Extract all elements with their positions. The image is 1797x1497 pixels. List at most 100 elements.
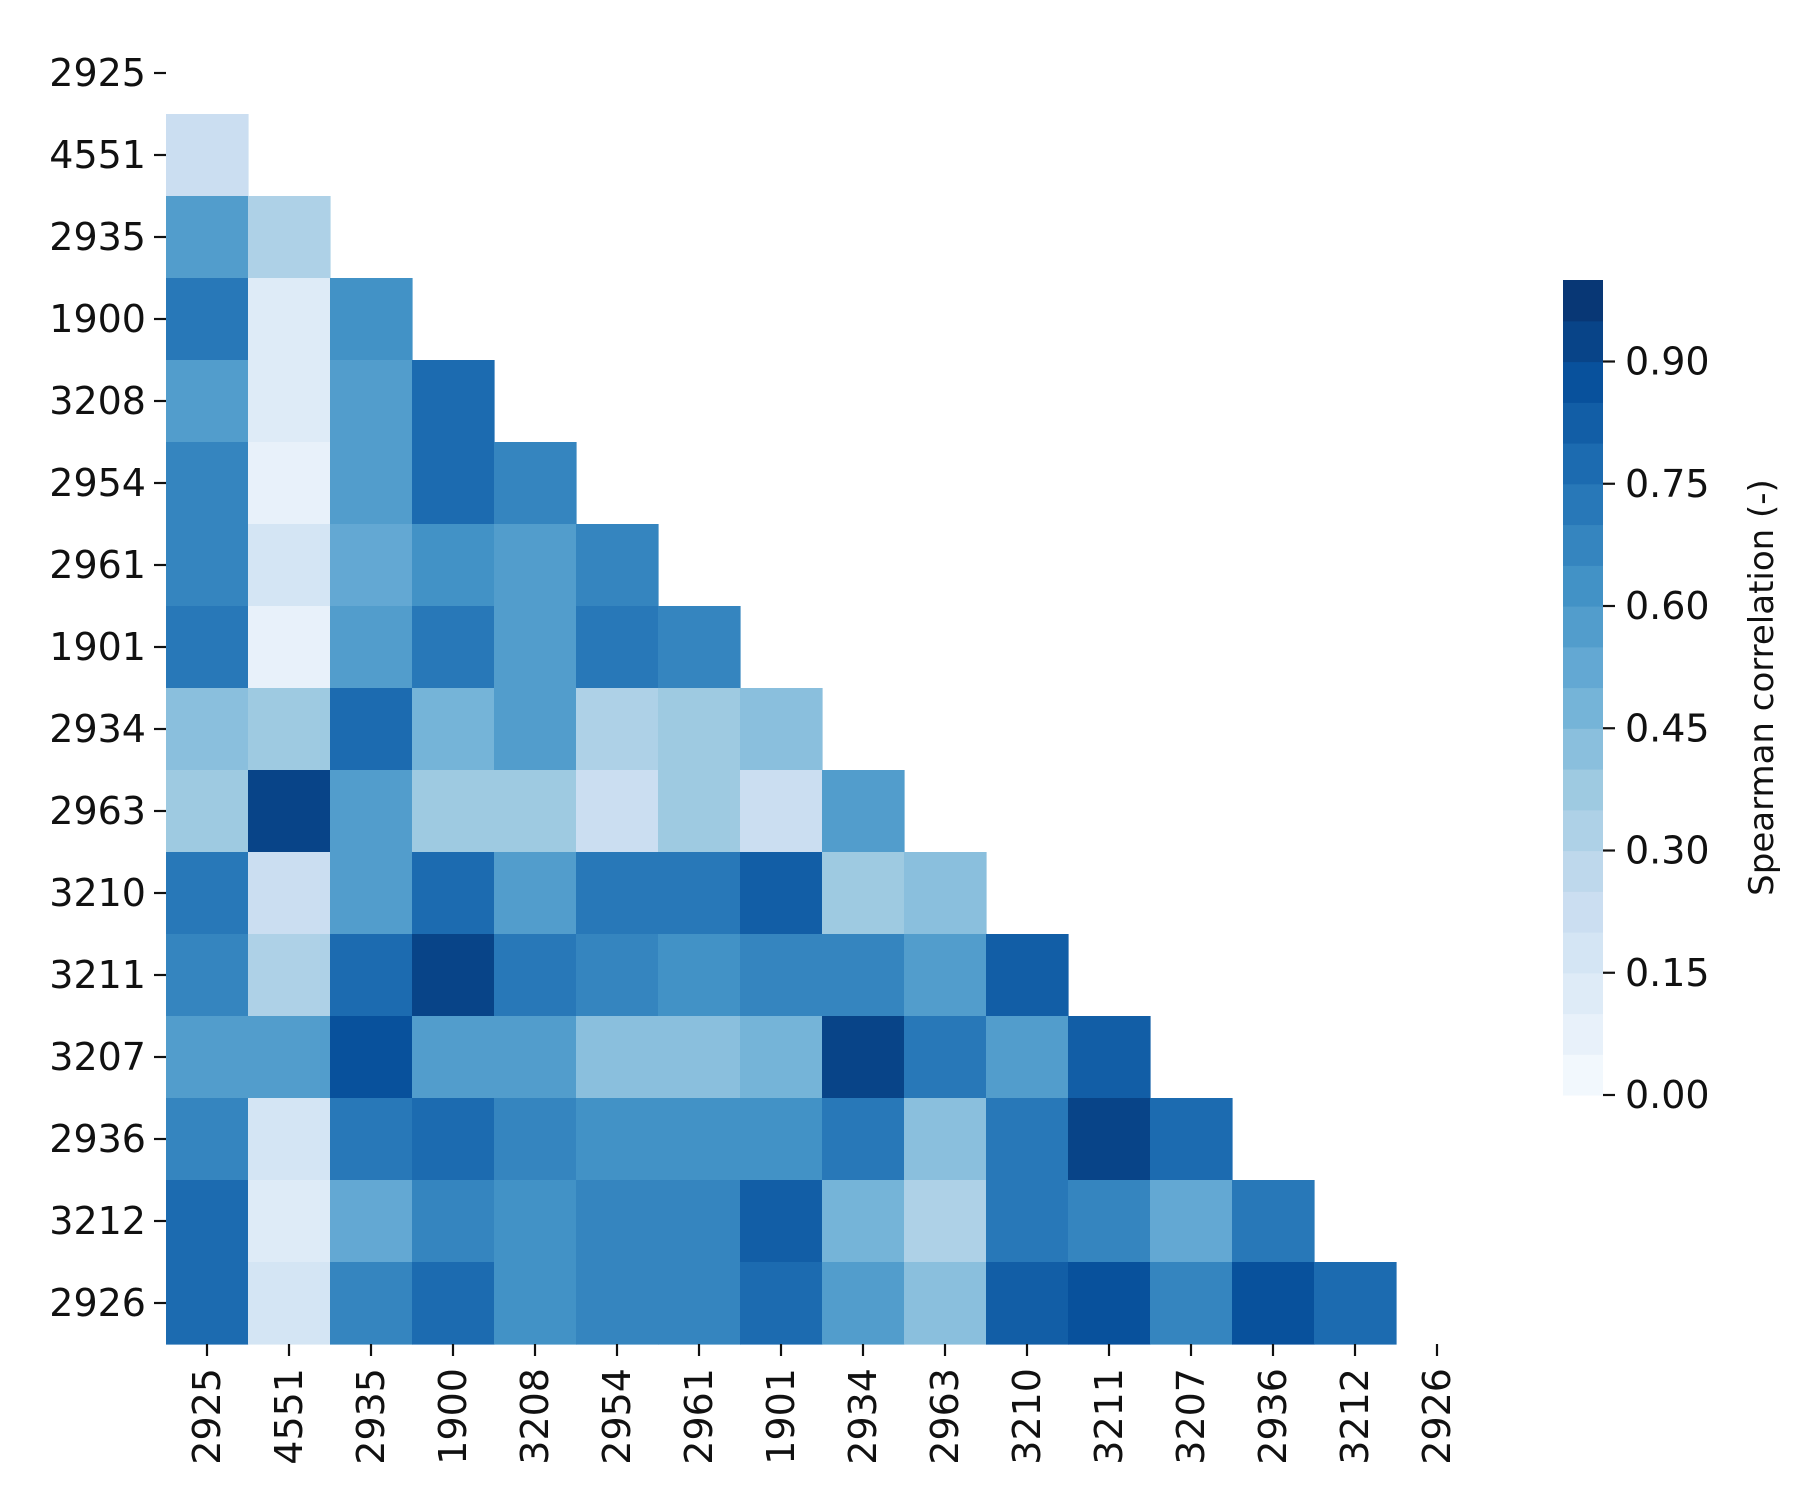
heatmap-cell	[576, 1016, 659, 1099]
y-tick-label: 2935	[49, 215, 146, 259]
colorbar-tick-label: 0.15	[1625, 951, 1710, 995]
heatmap-cell	[166, 1262, 249, 1345]
heatmap-cell	[740, 852, 823, 935]
colorbar-step	[1563, 646, 1603, 689]
heatmap-cell	[658, 606, 741, 689]
colorbar-tick-label: 0.60	[1625, 584, 1710, 628]
heatmap-cell	[412, 360, 495, 443]
heatmap-cell	[412, 606, 495, 689]
heatmap-cell	[658, 852, 741, 935]
heatmap-cell	[658, 688, 741, 771]
heatmap-cell	[576, 1098, 659, 1181]
heatmap-cell	[822, 1262, 905, 1345]
colorbar-step	[1563, 402, 1603, 444]
heatmap-cell	[330, 934, 413, 1017]
heatmap-cell	[412, 1180, 495, 1263]
y-tick-label: 2963	[49, 789, 146, 833]
heatmap-cell	[248, 1262, 331, 1345]
heatmap-cell	[986, 1016, 1069, 1099]
x-tick-label: 2961	[677, 1368, 721, 1465]
heatmap-cell	[658, 1016, 741, 1099]
heatmap-cell	[166, 688, 249, 771]
heatmap-cell	[904, 1262, 987, 1345]
heatmap-cell	[412, 1262, 495, 1345]
x-tick-label: 2963	[923, 1368, 967, 1465]
heatmap-cell	[330, 442, 413, 525]
colorbar-step	[1563, 687, 1603, 729]
heatmap-cell	[740, 1180, 823, 1263]
colorbar-tick-label: 0.45	[1625, 706, 1710, 750]
heatmap-cell	[330, 360, 413, 443]
x-tick-label: 3210	[1005, 1368, 1049, 1465]
heatmap-cell	[576, 1180, 659, 1263]
heatmap-cell	[248, 442, 331, 525]
x-tick-label: 4551	[267, 1368, 311, 1465]
x-tick-label: 2926	[1415, 1368, 1459, 1465]
colorbar-gradient	[1563, 280, 1603, 1096]
heatmap-cell	[658, 1098, 741, 1181]
heatmap-cell	[904, 1098, 987, 1181]
heatmap-cell	[166, 114, 249, 197]
x-tick-label: 2936	[1251, 1368, 1295, 1465]
heatmap-cell	[412, 524, 495, 607]
colorbar-step	[1563, 443, 1603, 485]
heatmap-cell	[412, 1098, 495, 1181]
heatmap-cell	[740, 770, 823, 853]
heatmap-cell	[494, 770, 577, 853]
colorbar-tick-label: 0.00	[1625, 1073, 1710, 1117]
heatmap-cell	[576, 1262, 659, 1345]
x-tick-label: 2954	[595, 1368, 639, 1465]
y-tick-label: 4551	[49, 133, 146, 177]
colorbar-step	[1563, 972, 1603, 1015]
heatmap-cell	[740, 688, 823, 771]
x-tick-label: 1900	[431, 1368, 475, 1465]
heatmap-cell	[740, 934, 823, 1017]
heatmap-cell	[822, 1098, 905, 1181]
y-tick-label: 2925	[49, 51, 146, 95]
heatmap-cell	[494, 606, 577, 689]
y-tick-label: 2934	[49, 707, 146, 751]
colorbar-step	[1563, 483, 1603, 526]
heatmap-cell	[166, 770, 249, 853]
y-tick-label: 3210	[49, 871, 146, 915]
colorbar-step	[1563, 361, 1603, 403]
y-tick-label: 3207	[49, 1035, 146, 1079]
heatmap-cell	[822, 934, 905, 1017]
colorbar-step	[1563, 728, 1603, 770]
heatmap-cell	[166, 1016, 249, 1099]
heatmap-cell	[166, 852, 249, 935]
y-tick-label: 2936	[49, 1117, 146, 1161]
heatmap-cell	[576, 688, 659, 771]
heatmap-cell	[412, 688, 495, 771]
x-tick-label: 1901	[759, 1368, 803, 1465]
heatmap-cell	[330, 770, 413, 853]
heatmap-cell	[740, 1098, 823, 1181]
heatmap-cell	[248, 852, 331, 935]
y-tick-label: 1901	[49, 625, 146, 669]
colorbar-label: Spearman correlation (-)	[1742, 479, 1782, 896]
y-tick-label: 2954	[49, 461, 146, 505]
heatmap-cell	[1314, 1262, 1397, 1345]
x-tick-label: 3208	[513, 1368, 557, 1465]
y-tick-label: 2926	[49, 1281, 146, 1325]
heatmap-cell	[1068, 1016, 1151, 1099]
colorbar-step	[1563, 565, 1603, 607]
heatmap-cell	[330, 1098, 413, 1181]
heatmap-cell	[986, 1262, 1069, 1345]
heatmap-cell	[248, 196, 331, 279]
heatmap-cell	[740, 1262, 823, 1345]
heatmap-cell	[494, 1016, 577, 1099]
heatmap-cell	[166, 524, 249, 607]
heatmap-cell	[576, 934, 659, 1017]
y-axis-ticks: 2925 4551 2935 1900 3208 2954 2961 1901 2934 2963…	[49, 51, 166, 1325]
heatmap-cell	[576, 606, 659, 689]
colorbar-step	[1563, 524, 1603, 566]
colorbar-step	[1563, 320, 1603, 363]
colorbar: 0.00 0.15 0.30 0.45 0.60 0.75 0.90 Spearman co…	[1563, 280, 1782, 1117]
heatmap-cell	[576, 524, 659, 607]
colorbar-step	[1563, 280, 1603, 322]
heatmap-cell	[330, 1016, 413, 1099]
x-tick-label: 2934	[841, 1368, 885, 1465]
heatmap-cell	[904, 1016, 987, 1099]
